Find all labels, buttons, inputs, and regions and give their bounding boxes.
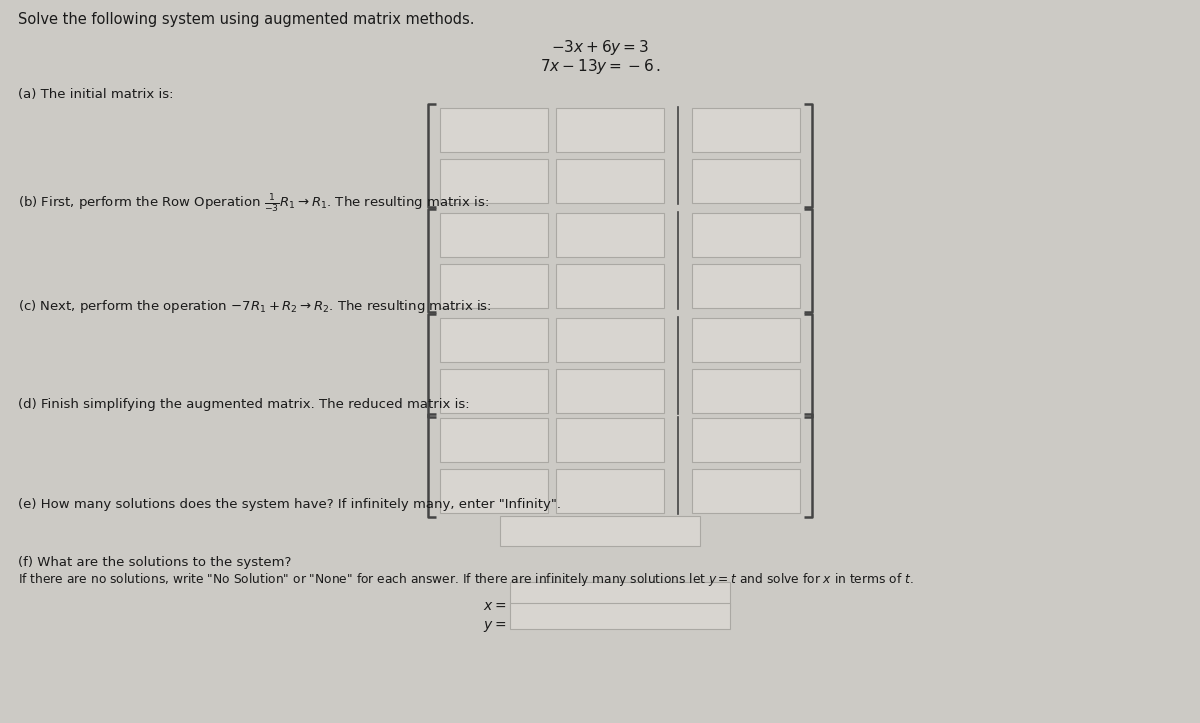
Bar bbox=[440, 264, 548, 308]
Bar bbox=[440, 469, 548, 513]
Text: (d) Finish simplifying the augmented matrix. The reduced matrix is:: (d) Finish simplifying the augmented mat… bbox=[18, 398, 469, 411]
Bar bbox=[556, 159, 664, 203]
Text: $7x - 13y = -6\,.$: $7x - 13y = -6\,.$ bbox=[540, 57, 660, 76]
Text: $x =$: $x =$ bbox=[482, 599, 506, 613]
Bar bbox=[440, 369, 548, 413]
Bar bbox=[556, 213, 664, 257]
Bar bbox=[692, 159, 800, 203]
Text: Solve the following system using augmented matrix methods.: Solve the following system using augment… bbox=[18, 12, 474, 27]
Bar bbox=[440, 418, 548, 462]
Text: If there are no solutions, write "No Solution" or "None" for each answer. If the: If there are no solutions, write "No Sol… bbox=[18, 571, 913, 588]
Bar bbox=[556, 418, 664, 462]
Bar bbox=[440, 318, 548, 362]
Bar bbox=[510, 582, 730, 608]
Bar bbox=[692, 369, 800, 413]
Bar bbox=[692, 213, 800, 257]
Bar bbox=[556, 318, 664, 362]
Bar bbox=[692, 469, 800, 513]
Bar bbox=[692, 108, 800, 152]
Bar bbox=[500, 516, 700, 546]
Bar bbox=[692, 264, 800, 308]
Text: (c) Next, perform the operation $-7R_1 + R_2 \rightarrow R_2$. The resulting mat: (c) Next, perform the operation $-7R_1 +… bbox=[18, 298, 492, 315]
Bar bbox=[556, 469, 664, 513]
Text: $-3x + 6y = 3$: $-3x + 6y = 3$ bbox=[551, 38, 649, 57]
Bar bbox=[692, 418, 800, 462]
Bar bbox=[440, 213, 548, 257]
Bar bbox=[556, 264, 664, 308]
Bar bbox=[556, 369, 664, 413]
Text: (f) What are the solutions to the system?: (f) What are the solutions to the system… bbox=[18, 556, 292, 569]
Text: (b) First, perform the Row Operation $\frac{1}{-3}R_1 \rightarrow R_1$. The resu: (b) First, perform the Row Operation $\f… bbox=[18, 193, 490, 215]
Text: (a) The initial matrix is:: (a) The initial matrix is: bbox=[18, 88, 174, 101]
Bar bbox=[510, 603, 730, 629]
Bar bbox=[440, 159, 548, 203]
Text: $y =$: $y =$ bbox=[482, 620, 506, 635]
Bar bbox=[556, 108, 664, 152]
Bar bbox=[440, 108, 548, 152]
Text: (e) How many solutions does the system have? If infinitely many, enter "Infinity: (e) How many solutions does the system h… bbox=[18, 498, 562, 511]
Bar bbox=[692, 318, 800, 362]
